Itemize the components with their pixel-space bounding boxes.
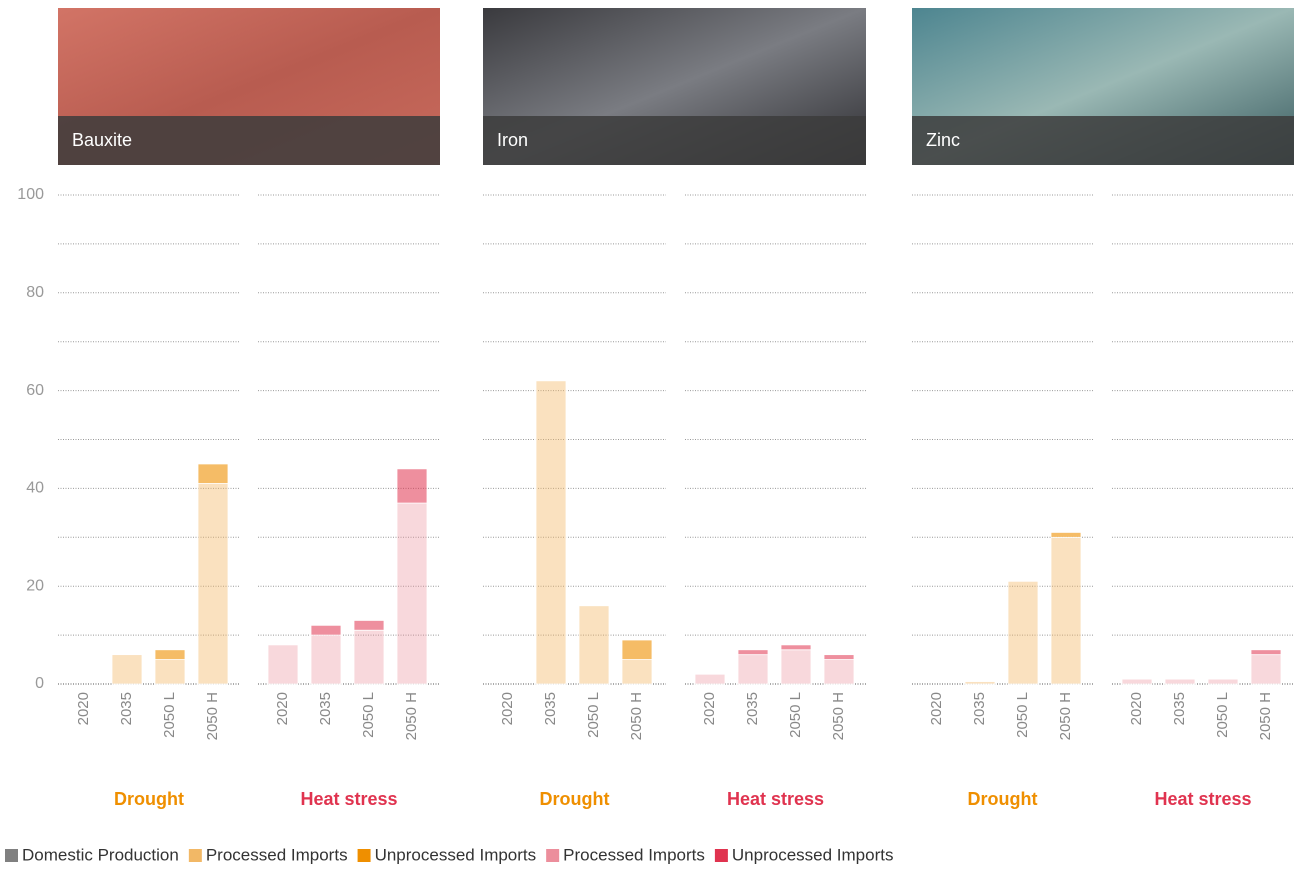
bar-segment <box>780 644 812 651</box>
image-caption-band <box>912 116 1294 165</box>
bar-segment <box>111 654 143 685</box>
bar-segment <box>621 659 653 685</box>
bar-segment <box>1250 649 1282 656</box>
x-tick-label: 2050 L <box>1214 692 1231 738</box>
panel-subtitle: Drought <box>968 789 1038 809</box>
x-tick-label: 2050 L <box>787 692 804 738</box>
x-tick-label: 2050 H <box>628 692 645 740</box>
bar-segment <box>353 620 385 631</box>
bar-segment <box>267 644 299 685</box>
bar-segment <box>780 649 812 685</box>
bar-segment <box>535 380 567 685</box>
legend-label: Domestic Production <box>22 845 179 864</box>
image-caption-band <box>483 116 866 165</box>
y-tick-label: 100 <box>17 186 44 203</box>
y-tick-label: 20 <box>26 577 44 594</box>
x-tick-label: 2050 L <box>1014 692 1031 738</box>
panel-subtitle: Drought <box>540 789 610 809</box>
legend-swatch <box>5 849 18 862</box>
x-tick-label: 2035 <box>317 692 334 725</box>
y-tick-label: 40 <box>26 480 44 497</box>
bar-segment <box>823 654 855 660</box>
image-caption-band <box>58 116 440 165</box>
bar-segment <box>1050 532 1082 538</box>
legend-swatch <box>357 849 371 862</box>
panel-title: Zinc <box>926 130 960 150</box>
x-tick-label: 2020 <box>499 692 516 725</box>
bar-segment <box>1121 678 1153 685</box>
x-tick-label: 2050 L <box>585 692 602 738</box>
x-tick-label: 2020 <box>274 692 291 725</box>
bar-segment <box>1207 678 1239 685</box>
panel-subtitle: Heat stress <box>1154 789 1251 809</box>
bar-segment <box>197 463 229 484</box>
bar-segment <box>694 673 726 685</box>
panel-subtitle: Heat stress <box>727 789 824 809</box>
legend-swatch <box>188 849 202 862</box>
bar-segment <box>396 468 428 504</box>
bar-segment <box>1164 678 1196 685</box>
x-tick-label: 2050 H <box>1057 692 1074 740</box>
panel-subtitle: Heat stress <box>300 789 397 809</box>
legend-label: Processed Imports <box>206 845 348 864</box>
bar-segment <box>737 654 769 685</box>
x-tick-label: 2035 <box>542 692 559 725</box>
bar-segment <box>964 681 996 685</box>
bar-segment <box>353 629 385 685</box>
x-tick-label: 2020 <box>1128 692 1145 725</box>
bar-segment <box>578 605 610 685</box>
y-tick-label: 60 <box>26 382 44 399</box>
legend-swatch <box>714 849 728 862</box>
bar-segment <box>737 649 769 656</box>
x-tick-label: 2035 <box>1171 692 1188 725</box>
bar-segment <box>197 483 229 685</box>
x-tick-label: 2050 L <box>161 692 178 738</box>
x-tick-label: 2050 H <box>204 692 221 740</box>
panel-subtitle: Drought <box>114 789 184 809</box>
bar-segment <box>396 502 428 685</box>
x-tick-label: 2050 L <box>360 692 377 738</box>
x-tick-label: 2035 <box>744 692 761 725</box>
panel-title: Bauxite <box>72 130 132 150</box>
bar-segment <box>154 649 186 660</box>
x-tick-label: 2020 <box>701 692 718 725</box>
bar-segment <box>310 634 342 685</box>
x-tick-label: 2050 H <box>1257 692 1274 740</box>
panel-title: Iron <box>497 130 528 150</box>
x-tick-label: 2020 <box>75 692 92 725</box>
bar-segment <box>621 639 653 660</box>
bar-segment <box>1050 536 1082 685</box>
x-tick-label: 2050 H <box>403 692 420 740</box>
legend-label: Unprocessed Imports <box>732 845 894 864</box>
x-tick-label: 2035 <box>971 692 988 725</box>
bar-segment <box>154 659 186 685</box>
legend-swatch <box>546 849 560 862</box>
y-tick-label: 80 <box>26 284 44 301</box>
x-tick-label: 2035 <box>118 692 135 725</box>
x-tick-label: 2050 H <box>830 692 847 740</box>
bar-segment <box>310 624 342 636</box>
bar-segment <box>1007 580 1039 685</box>
bar-segment <box>1250 654 1282 685</box>
legend-label: Processed Imports <box>563 845 705 864</box>
y-tick-label: 0 <box>35 675 44 692</box>
legend-label: Unprocessed Imports <box>375 845 537 864</box>
bar-segment <box>823 659 855 685</box>
x-tick-label: 2020 <box>928 692 945 725</box>
